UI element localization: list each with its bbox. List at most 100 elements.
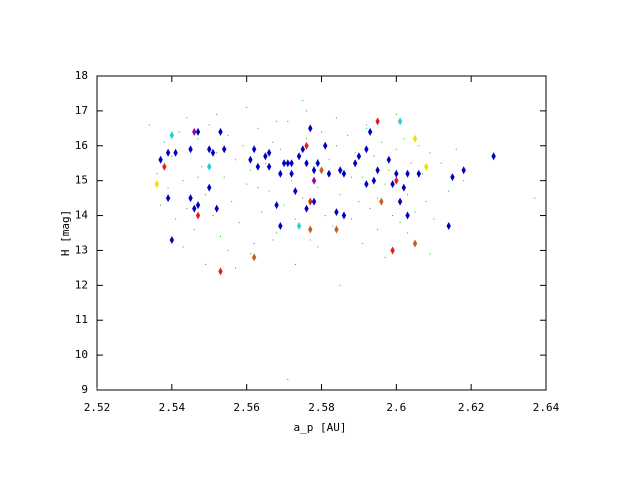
point	[491, 152, 496, 161]
point	[251, 145, 257, 154]
point	[440, 162, 442, 164]
point	[278, 222, 283, 231]
point	[249, 253, 251, 255]
x-tick-label: 2.56	[233, 401, 260, 414]
point	[429, 152, 431, 154]
point	[311, 176, 317, 185]
point	[234, 267, 236, 269]
point	[450, 173, 455, 182]
x-tick-label: 2.62	[458, 401, 485, 414]
point	[163, 141, 165, 143]
point	[227, 134, 229, 136]
point	[294, 218, 296, 220]
point	[341, 211, 347, 220]
point	[338, 166, 343, 175]
point	[410, 162, 412, 164]
point	[448, 190, 450, 192]
point	[212, 215, 214, 217]
point	[96, 387, 98, 389]
y-tick-label: 10	[75, 348, 88, 361]
point	[399, 222, 401, 224]
point	[257, 127, 259, 129]
point	[358, 201, 360, 203]
point	[339, 284, 341, 286]
point	[455, 148, 457, 150]
point	[328, 159, 330, 161]
x-axis-label: a_p [AU]	[294, 421, 347, 434]
point	[308, 225, 313, 234]
point	[354, 152, 356, 154]
point	[158, 155, 163, 164]
point	[264, 162, 266, 164]
point	[210, 148, 216, 157]
y-tick-label: 11	[75, 313, 88, 326]
point	[167, 187, 169, 189]
point	[386, 155, 392, 164]
point	[285, 159, 291, 168]
point	[334, 208, 339, 217]
point	[339, 194, 341, 196]
point	[311, 197, 317, 206]
point	[362, 242, 364, 244]
point	[407, 232, 409, 234]
point	[283, 204, 285, 206]
point	[218, 127, 223, 136]
point	[300, 145, 305, 154]
x-tick-label: 2.64	[533, 401, 560, 414]
point	[384, 256, 386, 258]
point	[175, 218, 177, 220]
point	[397, 197, 403, 206]
x-tick-label: 2.58	[308, 401, 335, 414]
point	[405, 169, 410, 178]
point	[171, 155, 173, 157]
point	[412, 239, 418, 248]
point	[296, 222, 302, 231]
point	[377, 229, 379, 231]
point	[352, 159, 358, 168]
point	[384, 183, 386, 185]
point	[380, 141, 382, 143]
point	[182, 180, 184, 182]
point	[405, 211, 410, 220]
point	[276, 120, 278, 122]
point	[238, 222, 240, 224]
point	[289, 159, 294, 168]
point	[291, 180, 293, 182]
y-tick-label: 14	[75, 209, 89, 222]
point	[249, 169, 251, 171]
point	[195, 201, 201, 210]
point	[207, 145, 212, 154]
y-tick-label: 13	[75, 243, 88, 256]
point	[214, 204, 219, 213]
point	[335, 145, 337, 147]
point	[379, 197, 384, 206]
point	[319, 166, 324, 175]
point	[169, 235, 175, 244]
point	[195, 211, 201, 220]
point	[323, 141, 328, 150]
point	[403, 138, 405, 140]
point	[304, 159, 309, 168]
point	[266, 162, 272, 171]
point	[188, 145, 193, 154]
point	[373, 155, 375, 157]
point	[197, 176, 199, 178]
point	[446, 222, 451, 231]
point	[362, 176, 364, 178]
point	[242, 145, 244, 147]
point	[302, 99, 304, 101]
point	[534, 197, 536, 199]
point	[278, 169, 283, 178]
point	[192, 204, 197, 213]
point	[216, 152, 218, 154]
point	[207, 183, 212, 192]
point	[274, 201, 279, 210]
point	[148, 124, 150, 126]
y-tick-label: 17	[75, 104, 88, 117]
point	[365, 124, 367, 126]
point	[248, 155, 253, 164]
point	[223, 176, 225, 178]
point	[201, 166, 203, 168]
point	[182, 246, 184, 248]
point	[253, 242, 255, 244]
